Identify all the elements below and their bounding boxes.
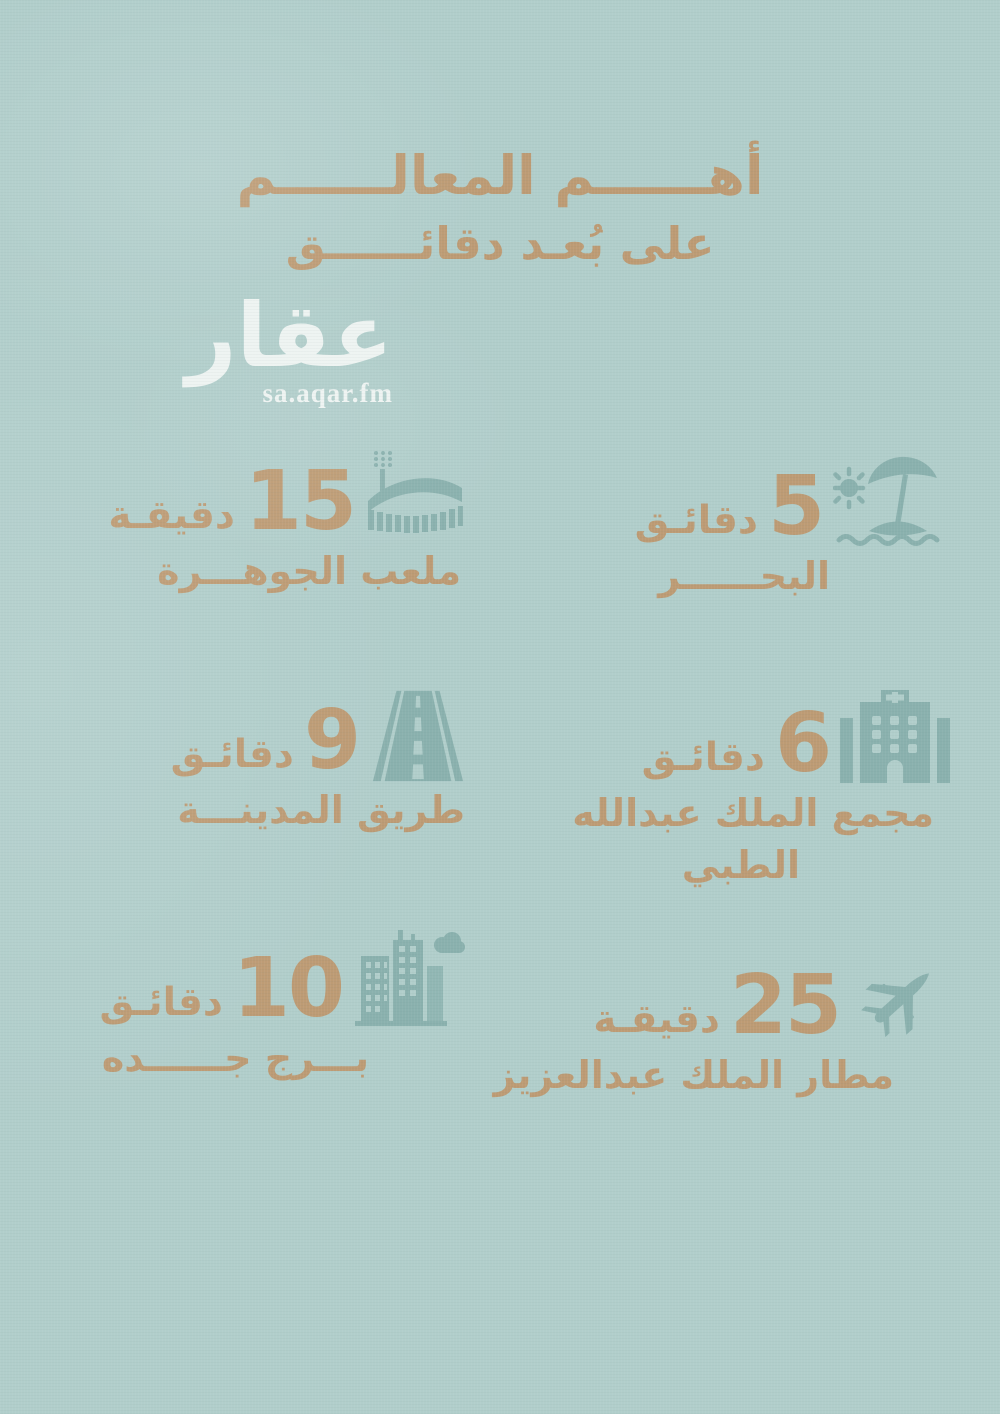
landmark-item-airport: 25 دقيقـة مطار الملك عبدالعزيز: [493, 952, 950, 1102]
skyscraper-icon: [353, 928, 465, 1030]
aqar-url-text: sa.aqar.fm: [262, 377, 393, 408]
minutes-unit: دقيقـة: [108, 493, 235, 538]
minutes-unit: دقيقـة: [593, 997, 720, 1042]
hospital-icon: [840, 690, 950, 785]
title-line-1: أهــــــم المعالــــــم: [236, 144, 764, 207]
minutes-unit: دقائـق: [170, 732, 294, 777]
landmark-name: مطار الملك عبدالعزيز: [493, 1053, 894, 1097]
landmark-name: بـــرج جــــــده: [101, 1036, 369, 1080]
landmark-item-stadium: 15 دقيقـة ملعب الجوهـــرة: [108, 448, 465, 598]
landmark-item-hospital: 6 دقائـق مجمع الملك عبدالله الطبي: [572, 690, 950, 891]
aqar-logo: عقار sa.aqar.fm: [185, 284, 393, 409]
poster-title: أهــــــم المعالــــــم على بُعـد دقائــ…: [0, 146, 1000, 269]
landmark-item-tower: 10 دقائـق بـــرج جــــــده: [100, 928, 465, 1085]
minutes-unit: دقائـق: [641, 735, 765, 780]
minutes-unit: دقائـق: [99, 980, 223, 1025]
landmark-item-sea: 5 دقائـق البحــــــر: [635, 448, 948, 603]
highway-icon: [369, 690, 467, 782]
landmark-name-line2: الطبي: [681, 843, 800, 888]
minutes-value: 6: [774, 696, 832, 791]
landmark-name: البحــــــر: [658, 554, 830, 598]
landmark-name: مجمع الملك عبدالله: [572, 791, 934, 835]
minutes-value: 5: [767, 459, 825, 554]
minutes-value: 25: [729, 958, 842, 1053]
title-line-2: على بُعـد دقائــــــق: [285, 217, 715, 271]
landmark-name: طريق المدينـــة: [177, 788, 465, 832]
stadium-icon: [365, 448, 465, 543]
aqar-wordmark: عقار: [185, 284, 393, 387]
minutes-value: 15: [244, 454, 357, 549]
airplane-icon: [850, 952, 950, 1047]
minutes-value: 10: [232, 941, 345, 1036]
minutes-unit: دقائـق: [634, 498, 758, 543]
beach-icon: [832, 448, 948, 548]
landmark-name: ملعب الجوهـــرة: [157, 549, 461, 593]
landmark-item-road: 9 دقائـق طريق المدينـــة: [171, 690, 467, 837]
minutes-value: 9: [303, 693, 361, 788]
